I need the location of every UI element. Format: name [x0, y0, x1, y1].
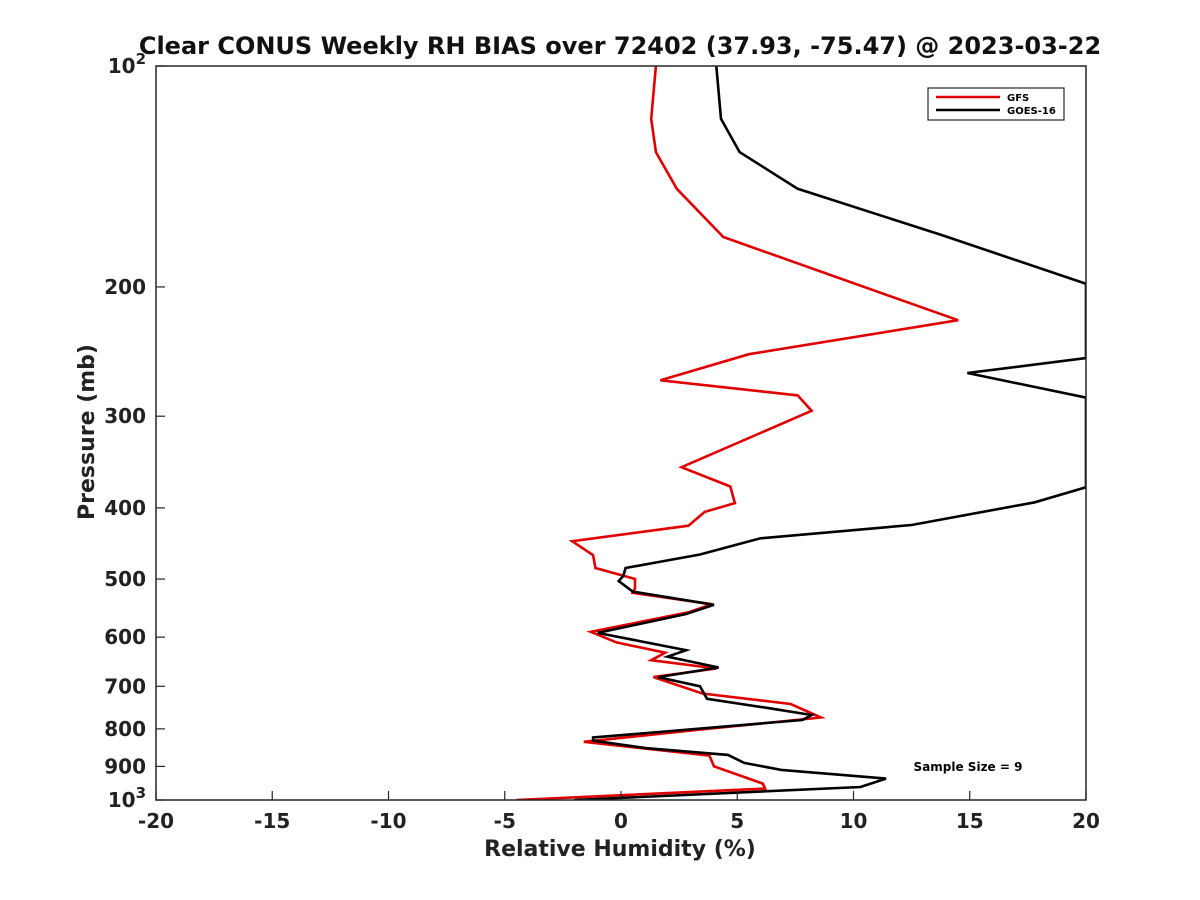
sample-size-annotation: Sample Size = 9: [914, 760, 1023, 774]
x-tick-label: -5: [494, 809, 516, 833]
legend: GFS GOES-16: [927, 87, 1065, 121]
chart-title: Clear CONUS Weekly RH BIAS over 72402 (3…: [139, 32, 1101, 60]
legend-entry: GFS: [1007, 93, 1029, 104]
x-tick-label: 0: [614, 809, 628, 833]
x-tick-label: -10: [370, 809, 406, 833]
y-tick-label: 500: [104, 567, 146, 591]
tick-layer: -20 -15 -10 -5 0 5 10 15 20 102 200 300 400 500 600 700…: [104, 50, 1100, 833]
legend-box: [927, 87, 1065, 121]
plot-frame: [155, 65, 1087, 801]
series-line-goes-16: [574, 66, 1086, 800]
x-tick-label: 15: [956, 809, 984, 833]
x-tick-label: -20: [138, 809, 174, 833]
series-layer: [516, 66, 1086, 800]
y-tick-label: 800: [104, 717, 146, 741]
x-tick-label: 10: [840, 809, 868, 833]
x-axis-label: Relative Humidity (%): [484, 837, 756, 862]
x-tick-label: 20: [1072, 809, 1100, 833]
plot-area: -20 -15 -10 -5 0 5 10 15 20 102 200 300 400 500 600 700…: [104, 50, 1100, 833]
y-axis-label: Pressure (mb): [75, 344, 100, 520]
y-tick-label: 400: [104, 496, 146, 520]
x-tick-label: 5: [730, 809, 744, 833]
y-tick-label: 102: [108, 50, 146, 78]
y-tick-label: 300: [104, 404, 146, 428]
y-tick-label: 700: [104, 674, 146, 698]
y-tick-label: 200: [104, 275, 146, 299]
series-line-gfs: [516, 66, 959, 800]
x-tick-label: -15: [254, 809, 290, 833]
y-tick-label: 900: [104, 754, 146, 778]
y-tick-label: 600: [104, 625, 146, 649]
legend-entry: GOES-16: [1007, 106, 1056, 117]
y-tick-label: 103: [108, 784, 146, 812]
